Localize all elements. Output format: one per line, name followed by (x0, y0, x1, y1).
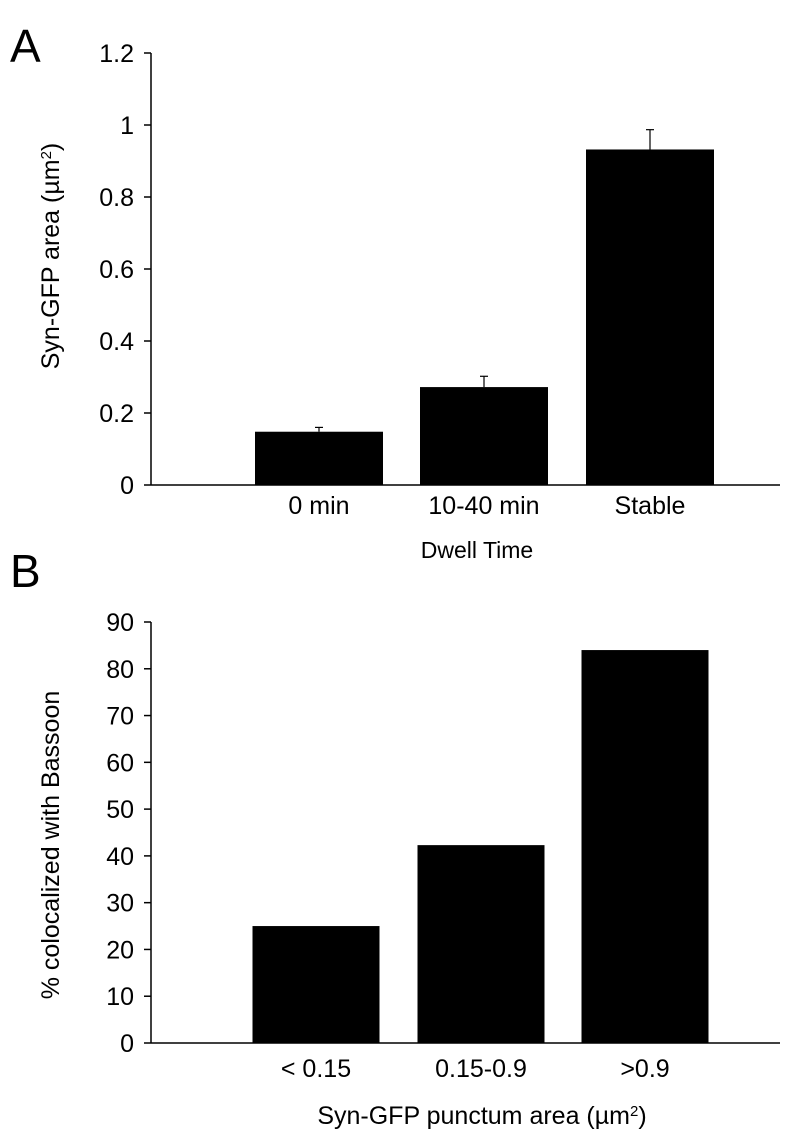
panel-a-y-axis-title: Syn-GFP area (µm2) (37, 143, 65, 370)
panel-a-y-tick-label: 0.8 (99, 184, 134, 212)
panel-a-y-tick-label: 0 (120, 472, 134, 500)
panel-b-y-tick-label: 80 (106, 656, 134, 684)
panel-a-category-label: 10-40 min (428, 492, 539, 520)
panel-a-chart: A 00.20.40.60.811.20 min 10-40 min Stable … (10, 20, 780, 563)
panel-b-y-tick-label: 30 (106, 890, 134, 918)
panel-b-labels: 0 10 20 30 40 50 60 70 80 90 < 0.15 0.15-0.9 >0.9 (106, 609, 669, 1083)
panel-b-category-label: < 0.15 (281, 1055, 351, 1083)
panel-a-category-label: Stable (615, 492, 686, 520)
panel-b-y-tick-label: 70 (106, 703, 134, 731)
panel-a-y-axis-title-main: Syn-GFP area (µm (37, 159, 65, 369)
panel-a-bar (586, 149, 714, 486)
panel-a-labels: 0 0.2 0.4 0.6 0.8 1 1.2 0 min 10-40 min Stable (99, 40, 685, 520)
panel-b-y-tick-label: 50 (106, 796, 134, 824)
panel-a-y-tick-label: 0.6 (99, 256, 134, 284)
panel-a-y-tick-label: 1 (120, 112, 134, 140)
panel-b-y-tick-label: 40 (106, 843, 134, 871)
panel-a-y-axis-title-sup: 2 (38, 151, 55, 159)
panel-a-y-tick-label: 0.2 (99, 400, 134, 428)
panel-b-x-axis-title: Syn-GFP punctum area (µm2) (317, 1102, 646, 1130)
panel-b-y-tick-label: 0 (120, 1030, 134, 1058)
panel-b-bars (252, 650, 709, 1043)
panel-a-y-tick-label: 0.4 (99, 328, 134, 356)
panel-b-x-axis-title-sup: 2 (630, 1103, 638, 1120)
panel-a-bar (255, 431, 383, 485)
panel-a-y-tick-label: 1.2 (99, 40, 134, 68)
panel-b-x-axis-title-end: ) (638, 1102, 646, 1130)
panel-b-x-axis-title-main: Syn-GFP punctum area (µm (317, 1102, 630, 1130)
panel-b-bar (581, 650, 709, 1043)
panel-b-y-tick-label: 60 (106, 749, 134, 777)
panel-b-y-tick-label: 20 (106, 936, 134, 964)
panel-b-y-axis-title: % colocalized with Bassoon (37, 691, 65, 1000)
panel-a-bar (420, 387, 548, 485)
panel-b-y-tick-label: 10 (106, 983, 134, 1011)
panel-a-category-label: 0 min (288, 492, 349, 520)
panel-b-category-label: 0.15-0.9 (435, 1055, 527, 1083)
panel-b-y-tick-label: 90 (106, 609, 134, 637)
panel-a-bars (255, 129, 714, 486)
panel-a-x-axis-title: Dwell Time (421, 537, 533, 563)
panel-b-category-label: >0.9 (620, 1055, 669, 1083)
panel-a-letter: A (10, 20, 41, 72)
panel-b-bar (252, 926, 380, 1043)
panel-a-y-axis-title-end: ) (37, 143, 65, 151)
panel-b-letter: B (10, 545, 41, 597)
panel-b-bar (417, 845, 545, 1043)
